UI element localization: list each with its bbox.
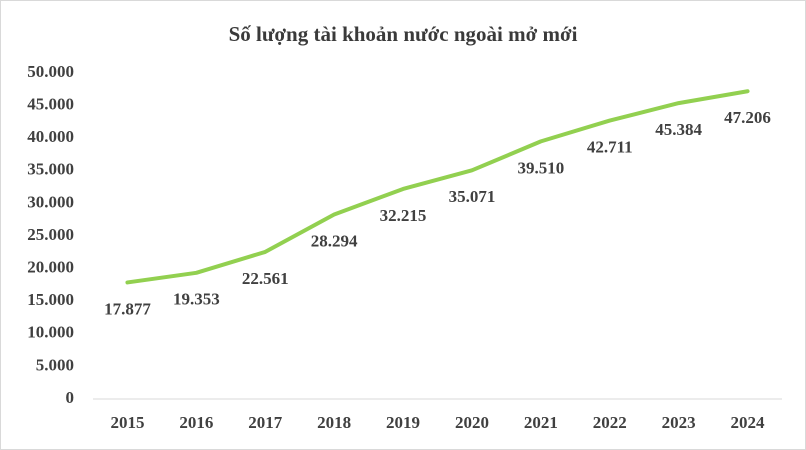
x-tick-label: 2017 — [248, 413, 283, 432]
x-tick-label: 2023 — [662, 413, 696, 432]
data-label: 45.384 — [655, 120, 702, 139]
data-label: 42.711 — [587, 137, 633, 156]
y-tick-label: 5.000 — [36, 355, 74, 374]
y-tick-label: 20.000 — [27, 258, 74, 277]
data-label: 32.215 — [380, 206, 427, 225]
data-label: 47.206 — [724, 108, 771, 127]
x-tick-label: 2020 — [455, 413, 489, 432]
chart-title: Số lượng tài khoản nước ngoài mở mới — [229, 22, 578, 46]
y-tick-label: 15.000 — [27, 290, 74, 309]
y-tick-label: 25.000 — [27, 225, 74, 244]
data-label: 28.294 — [311, 231, 358, 250]
x-tick-label: 2015 — [110, 413, 144, 432]
x-tick-label: 2018 — [317, 413, 351, 432]
x-tick-label: 2021 — [524, 413, 558, 432]
data-label: 17.877 — [104, 299, 151, 318]
x-tick-label: 2016 — [179, 413, 213, 432]
y-tick-label: 10.000 — [27, 323, 74, 342]
y-tick-label: 30.000 — [27, 192, 74, 211]
data-label: 39.510 — [517, 158, 564, 177]
x-tick-label: 2024 — [731, 413, 766, 432]
data-label: 35.071 — [449, 187, 496, 206]
data-label: 19.353 — [173, 290, 220, 309]
y-tick-label: 50.000 — [27, 62, 74, 81]
data-line — [125, 89, 750, 285]
y-tick-label: 35.000 — [27, 160, 74, 179]
x-tick-label: 2019 — [386, 413, 420, 432]
y-tick-label: 45.000 — [27, 95, 74, 114]
y-tick-label: 0 — [66, 388, 75, 407]
y-tick-label: 40.000 — [27, 127, 74, 146]
data-label: 22.561 — [242, 269, 289, 288]
x-tick-label: 2022 — [593, 413, 627, 432]
